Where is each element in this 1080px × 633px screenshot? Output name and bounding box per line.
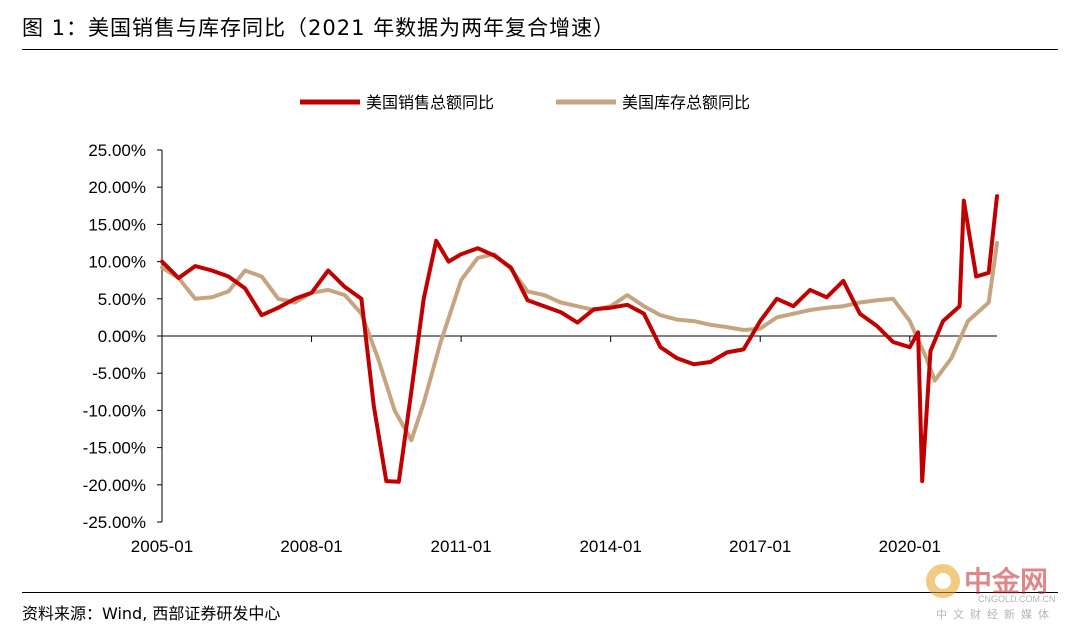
y-tick-label: 5.00% (98, 290, 146, 309)
figure-title: 图 1：美国销售与库存同比（2021 年数据为两年复合增速） (22, 16, 616, 40)
x-tick-label: 2014-01 (579, 537, 641, 556)
line-chart: 美国销售总额同比 美国库存总额同比 25.00% 20.00% 15.00% 10.0… (83, 93, 999, 556)
chart-series (160, 194, 999, 484)
y-tick-label: -25.00% (83, 513, 146, 532)
x-tick-label: 2011-01 (431, 537, 492, 556)
title-underline (22, 49, 1058, 50)
watermark-url: CNGOLD.COM.CN (978, 594, 1056, 604)
legend-sales-label: 美国销售总额同比 (366, 93, 494, 112)
x-tick-label: 2005-01 (131, 537, 193, 556)
y-tick-label: -15.00% (83, 439, 146, 458)
x-tick-label: 2020-01 (879, 537, 941, 556)
source-divider (22, 592, 1058, 593)
watermark-logo-text: 中金网 (964, 565, 1049, 598)
y-tick-label: -5.00% (92, 364, 146, 383)
y-tick-label: 25.00% (88, 141, 146, 160)
y-tick-label: 10.00% (88, 253, 146, 272)
x-tick-label: 2017-01 (729, 537, 791, 556)
watermark-coin-icon (926, 564, 960, 598)
y-tick-label: 15.00% (88, 215, 146, 234)
chart-legend: 美国销售总额同比 美国库存总额同比 (300, 93, 750, 112)
chart-axes: 25.00% 20.00% 15.00% 10.00% 5.00% 0.00% -5.00%… (83, 141, 997, 556)
inventory-series-line (160, 241, 999, 443)
x-tick-label: 2008-01 (280, 537, 342, 556)
y-tick-label: -20.00% (83, 476, 146, 495)
legend-inventory-label: 美国库存总额同比 (622, 93, 750, 112)
y-tick-label: -10.00% (83, 401, 146, 420)
y-tick-label: 20.00% (88, 178, 146, 197)
watermark-logo: 中金网 CNGOLD.COM.CN 中文财经新媒体 (908, 560, 1068, 622)
watermark-subtitle: 中文财经新媒体 (936, 608, 1055, 621)
source-note: 资料来源：Wind, 西部证券研发中心 (22, 604, 281, 623)
sales-series-line (160, 194, 999, 484)
y-tick-label: 0.00% (98, 327, 146, 346)
